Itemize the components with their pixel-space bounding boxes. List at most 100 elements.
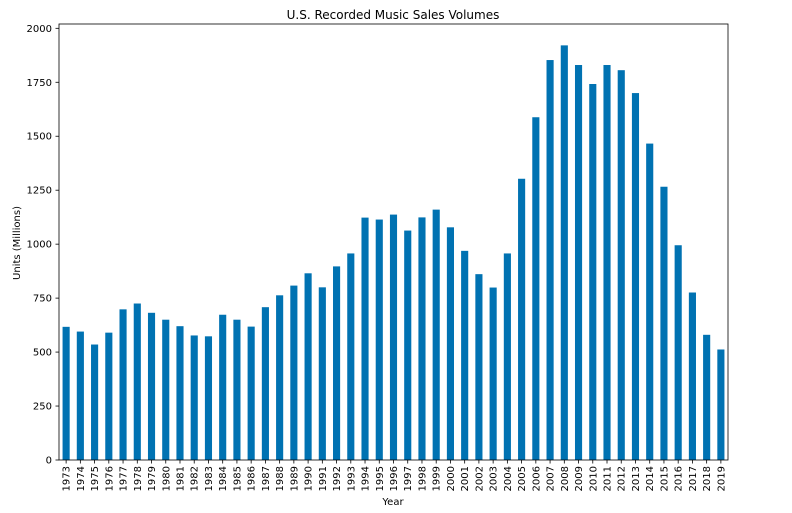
x-tick-label: 1986 — [247, 466, 258, 491]
x-tick-label: 2001 — [460, 466, 471, 491]
bar-2000 — [446, 227, 454, 460]
x-tick-label: 1992 — [332, 466, 343, 491]
bar-2013 — [631, 93, 640, 460]
y-tick-label: 1000 — [27, 240, 52, 251]
bar-1994 — [361, 217, 369, 460]
x-axis-ticks: 1973 1974 1975 1976 1977 1978 1979 1980 1981 1982… — [62, 460, 727, 491]
bar-2018 — [703, 334, 711, 460]
x-tick-label: 2010 — [588, 466, 599, 491]
bar-1986 — [247, 326, 255, 460]
bar-2007 — [546, 60, 554, 461]
x-tick-label: 2014 — [645, 466, 656, 491]
x-tick-label: 2000 — [446, 466, 457, 491]
bar-1991 — [318, 287, 326, 460]
x-tick-label: 1973 — [62, 466, 73, 491]
x-tick-label: 1981 — [175, 466, 186, 491]
bar-1999 — [432, 209, 440, 460]
bar-2019 — [717, 349, 725, 460]
x-tick-label: 2006 — [531, 466, 542, 491]
bar-1985 — [233, 319, 241, 460]
bar-1982 — [190, 335, 198, 460]
bar-2005 — [518, 178, 526, 460]
x-tick-label: 1987 — [261, 466, 272, 491]
x-tick-label: 2007 — [546, 466, 557, 491]
y-tick-label: 500 — [33, 348, 52, 359]
bar-1998 — [418, 217, 426, 460]
bar-1997 — [404, 230, 412, 460]
bar-1980 — [162, 319, 170, 460]
x-tick-label: 2019 — [716, 466, 727, 491]
bar-1976 — [105, 332, 113, 460]
bar-2009 — [574, 65, 583, 460]
x-tick-label: 2012 — [617, 466, 628, 491]
y-axis-ticks: 0 250 500 750 1000 1250 1500 1750 2000 — [27, 24, 59, 467]
bar-1984 — [219, 314, 227, 460]
bar-2008 — [560, 45, 568, 461]
x-tick-label: 2005 — [517, 466, 528, 491]
y-tick-label: 750 — [33, 294, 52, 305]
x-tick-label: 2013 — [631, 466, 642, 491]
bar-1992 — [333, 266, 341, 460]
bar-1975 — [91, 344, 99, 460]
bar-1993 — [347, 253, 355, 460]
bar-1973 — [62, 326, 70, 460]
bar-2014 — [646, 143, 654, 460]
y-tick-label: 1750 — [27, 78, 52, 89]
x-tick-label: 1990 — [304, 466, 315, 491]
x-tick-label: 1998 — [417, 466, 428, 491]
bar-1995 — [375, 219, 383, 460]
bar-1996 — [389, 214, 398, 460]
x-tick-label: 1984 — [218, 466, 229, 491]
x-tick-label: 1976 — [104, 466, 115, 491]
bar-1989 — [290, 285, 298, 460]
bar-2012 — [617, 70, 625, 460]
x-tick-label: 1985 — [232, 466, 243, 491]
x-tick-label: 1999 — [432, 466, 443, 491]
y-tick-label: 250 — [33, 402, 52, 413]
plot-frame — [58, 23, 729, 461]
bar-1974 — [76, 331, 84, 460]
bar-2004 — [503, 253, 511, 460]
x-tick-label: 1979 — [147, 466, 158, 491]
bar-2010 — [589, 84, 597, 460]
bar-2011 — [603, 65, 611, 460]
bar-2017 — [688, 292, 696, 460]
x-tick-label: 1978 — [133, 466, 144, 491]
bar-1983 — [204, 336, 213, 460]
bar-2003 — [489, 287, 497, 460]
x-tick-label: 2015 — [659, 466, 670, 491]
x-tick-label: 1980 — [161, 466, 172, 491]
x-tick-label: 2008 — [560, 466, 571, 491]
x-tick-label: 1994 — [361, 466, 372, 491]
bar-2006 — [532, 117, 540, 461]
bar-2002 — [475, 274, 483, 460]
x-tick-label: 1997 — [403, 466, 414, 491]
bar-1981 — [176, 326, 184, 460]
x-tick-label: 1991 — [318, 466, 329, 491]
y-tick-label: 1500 — [27, 132, 52, 143]
bars-group — [62, 45, 725, 461]
x-tick-label: 1993 — [346, 466, 357, 491]
bar-1977 — [119, 309, 127, 460]
bar-2015 — [660, 186, 668, 461]
bar-1988 — [276, 295, 284, 460]
x-tick-label: 1996 — [389, 466, 400, 491]
bar-1990 — [304, 273, 312, 460]
x-tick-label: 1982 — [190, 466, 201, 491]
x-axis-label: Year — [381, 497, 404, 508]
x-tick-label: 2004 — [503, 466, 514, 491]
bar-2001 — [461, 250, 469, 460]
x-tick-label: 1988 — [275, 466, 286, 491]
x-tick-label: 2003 — [489, 466, 500, 491]
bar-1978 — [133, 303, 141, 460]
y-axis-label: Units (Millions) — [12, 206, 23, 280]
chart-title: U.S. Recorded Music Sales Volumes — [287, 8, 500, 22]
x-tick-label: 2011 — [603, 466, 614, 491]
x-tick-label: 2017 — [688, 466, 699, 491]
x-tick-label: 1989 — [289, 466, 300, 491]
y-tick-label: 1250 — [27, 186, 52, 197]
x-tick-label: 1977 — [119, 466, 130, 491]
x-tick-label: 2016 — [674, 466, 685, 491]
